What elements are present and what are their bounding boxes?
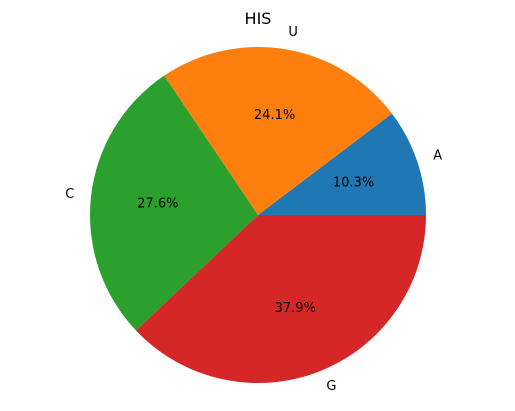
slice-label-a: A (433, 149, 442, 164)
slice-label-u: U (288, 25, 298, 40)
pie-slice-u (164, 46, 392, 215)
percent-label-u: 24.1% (254, 108, 295, 123)
percent-label-c: 27.6% (137, 196, 178, 211)
percent-label-g: 37.9% (275, 301, 316, 316)
pie-labels: A 10.3% U 24.1% C 27.6% G 37.9% (65, 25, 442, 394)
pie-slice-a (258, 113, 426, 215)
percent-label-a: 10.3% (333, 175, 374, 190)
chart-title: HIS (245, 9, 272, 28)
pie-slice-g (135, 215, 426, 383)
pie-slice-c (89, 75, 258, 331)
pie-slices (89, 46, 426, 383)
slice-label-c: C (65, 187, 74, 202)
slice-label-g: G (326, 379, 336, 394)
